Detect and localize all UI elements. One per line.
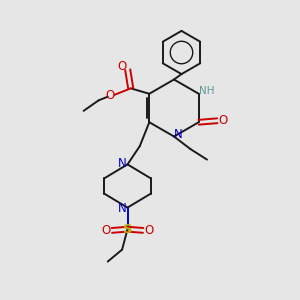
Text: O: O <box>101 224 110 237</box>
Text: O: O <box>117 60 126 73</box>
Text: O: O <box>218 114 227 127</box>
Text: N: N <box>118 157 127 170</box>
Text: N: N <box>174 128 183 142</box>
Text: NH: NH <box>199 86 215 96</box>
Text: O: O <box>105 89 115 102</box>
Text: O: O <box>145 224 154 237</box>
Text: S: S <box>123 223 132 236</box>
Text: N: N <box>118 202 127 215</box>
